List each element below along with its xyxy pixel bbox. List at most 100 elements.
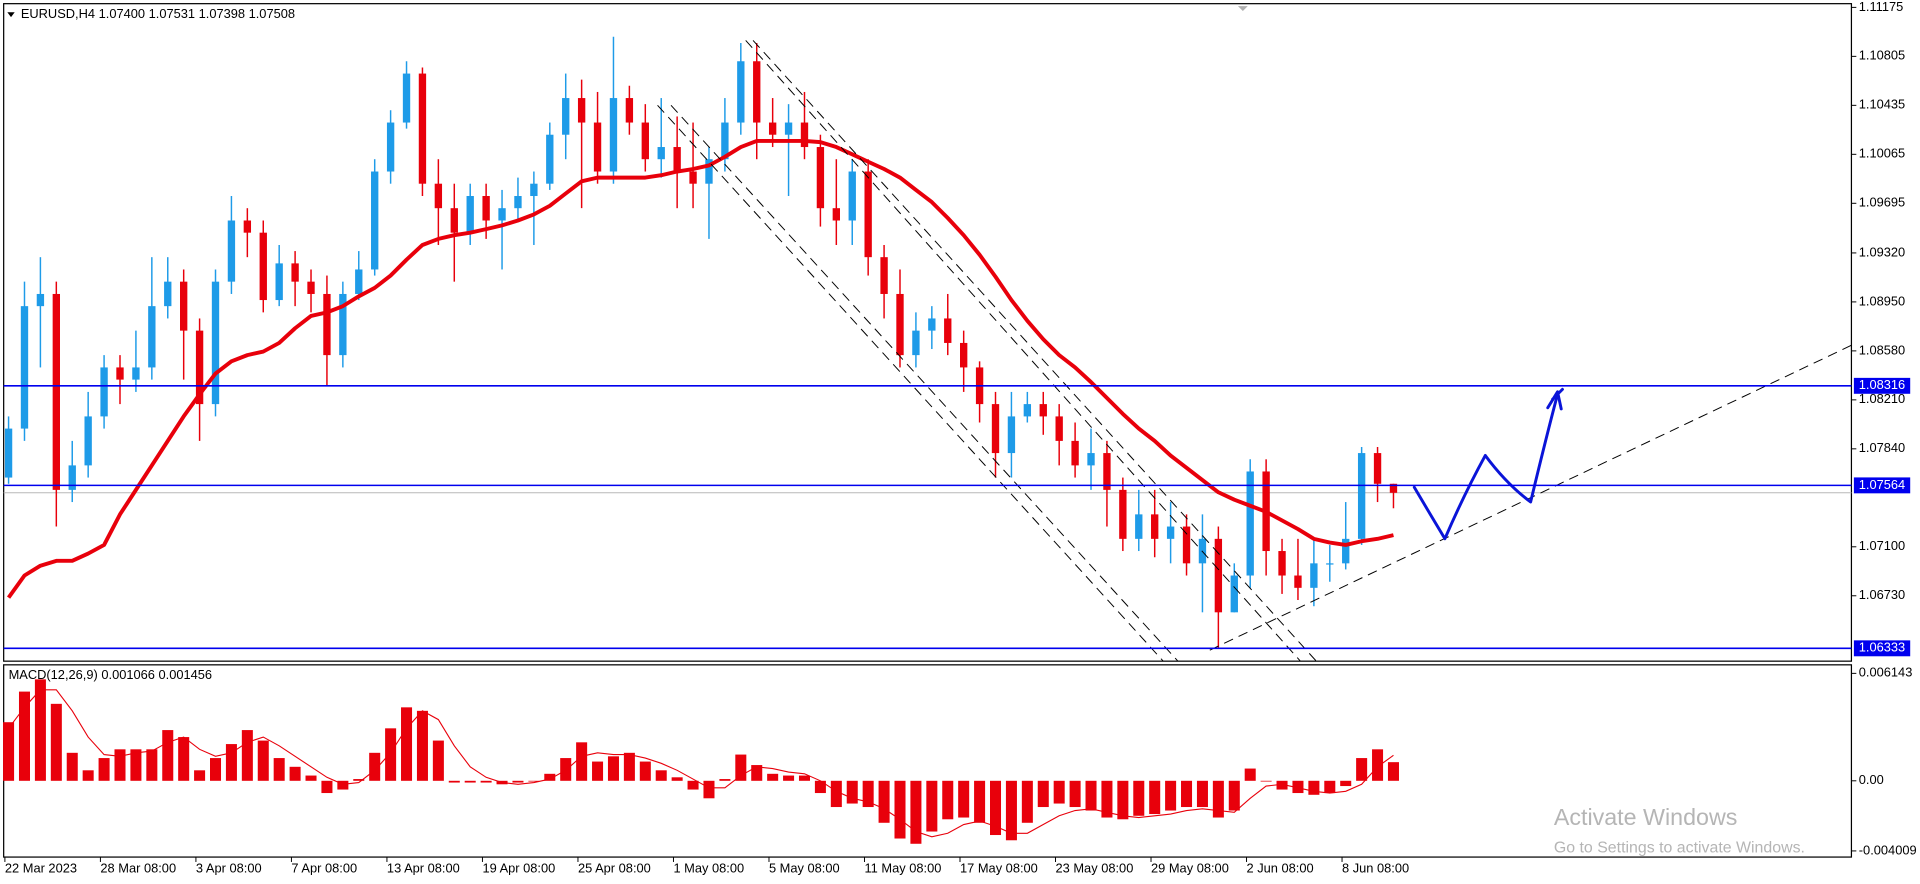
macd-bar [703, 780, 715, 799]
channel-line [657, 104, 1164, 662]
macd-bar [1212, 780, 1224, 818]
candle-body [4, 428, 13, 478]
candle-body [705, 159, 713, 184]
candle-body [148, 306, 156, 368]
macd-bar [974, 780, 986, 823]
macd-bar [321, 780, 333, 794]
candle-body [768, 122, 777, 135]
y-tick-label: 1.10805 [1859, 48, 1905, 63]
candle-body [546, 134, 554, 184]
macd-bar [783, 775, 795, 781]
projection-arrow [1546, 387, 1564, 411]
y-tick-label: 1.10065 [1859, 146, 1905, 161]
candle-body [928, 318, 936, 331]
candle-body [1119, 489, 1127, 539]
candle-body [960, 342, 968, 368]
candle-body [371, 171, 379, 270]
macd-bar [34, 679, 46, 781]
macd-bar [767, 773, 779, 781]
candle-body [84, 416, 92, 466]
macd-bar [178, 737, 190, 781]
candle-body [1166, 526, 1175, 539]
candle-body [434, 183, 443, 209]
candle-body [753, 61, 761, 123]
macd-bar [480, 780, 492, 783]
candle-body [418, 73, 427, 184]
candle-body [912, 330, 920, 356]
macd-bar [98, 758, 110, 781]
macd-bar [1181, 780, 1193, 808]
moving-average [6, 138, 1394, 599]
macd-bar [607, 756, 619, 781]
macd-bar [1228, 780, 1240, 811]
candle-body [1230, 575, 1238, 613]
macd-bar [1196, 780, 1208, 808]
macd-bar [1340, 780, 1352, 787]
macd-bar [1117, 780, 1129, 820]
watermark-subtitle: Go to Settings to activate Windows. [1554, 840, 1805, 857]
macd-bar [225, 744, 237, 781]
candle-body [1182, 526, 1191, 564]
y-tick-label: 1.11175 [1859, 0, 1904, 14]
macd-bar [18, 691, 30, 781]
level-label: 1.06333 [1859, 640, 1905, 655]
macd-bar [878, 780, 890, 823]
macd-bar [576, 742, 588, 781]
macd-bar [337, 780, 349, 790]
macd-bar [512, 780, 524, 783]
projection-path [1412, 392, 1560, 541]
candle-body [227, 220, 236, 282]
candle-body [1087, 453, 1095, 466]
macd-bar [560, 758, 572, 781]
macd-bar [241, 730, 253, 781]
macd-bar [1324, 780, 1336, 794]
macd-bar [814, 780, 826, 794]
candle-body [800, 122, 809, 148]
y-tick-label: 1.07100 [1859, 538, 1905, 553]
candle-body [259, 232, 267, 301]
x-tick-label: 19 Apr 08:00 [482, 861, 555, 876]
candle-body [896, 293, 904, 356]
macd-bar [830, 780, 842, 808]
candle-body [1103, 453, 1111, 490]
candle-body [1071, 440, 1079, 466]
x-tick-label: 13 Apr 08:00 [387, 861, 460, 876]
candle-body [609, 98, 618, 172]
x-tick-label: 3 Apr 08:00 [196, 861, 262, 876]
macd-bar [369, 752, 381, 781]
macd-bar [3, 722, 15, 781]
x-tick-label: 25 Apr 08:00 [578, 861, 651, 876]
candle-body [593, 122, 602, 172]
macd-bar [910, 780, 922, 844]
level-label: 1.08316 [1859, 377, 1905, 392]
candle-body [498, 208, 506, 221]
macd-bar [926, 780, 938, 832]
candle-body [355, 269, 363, 294]
level-label: 1.07564 [1859, 477, 1905, 492]
candle-body [195, 330, 204, 405]
level-label-box [1853, 377, 1911, 394]
candle-body [816, 147, 825, 209]
candle-body [275, 263, 283, 301]
x-tick-label: 1 May 08:00 [673, 861, 744, 876]
y-tick-label: 0.00 [1859, 772, 1884, 787]
macd-bar [719, 779, 731, 781]
macd-bar [1149, 780, 1161, 815]
candle-body [386, 122, 395, 172]
macd-bar [353, 779, 365, 781]
x-tick-label: 28 Mar 08:00 [100, 861, 176, 876]
candle-body [1278, 551, 1286, 576]
candle-body [243, 220, 252, 233]
macd-bar [448, 780, 460, 783]
y-tick-label: 1.09695 [1859, 195, 1905, 210]
channel-line [670, 104, 1179, 662]
candle-body [832, 208, 840, 221]
macd-bar [1021, 780, 1033, 823]
x-tick-label: 7 Apr 08:00 [291, 861, 357, 876]
candle-body [944, 318, 952, 343]
candle-body [1023, 404, 1032, 417]
candle-body [880, 257, 888, 294]
candle-body [68, 465, 76, 490]
candle-body [1389, 483, 1398, 493]
macd-bar [1133, 780, 1145, 816]
